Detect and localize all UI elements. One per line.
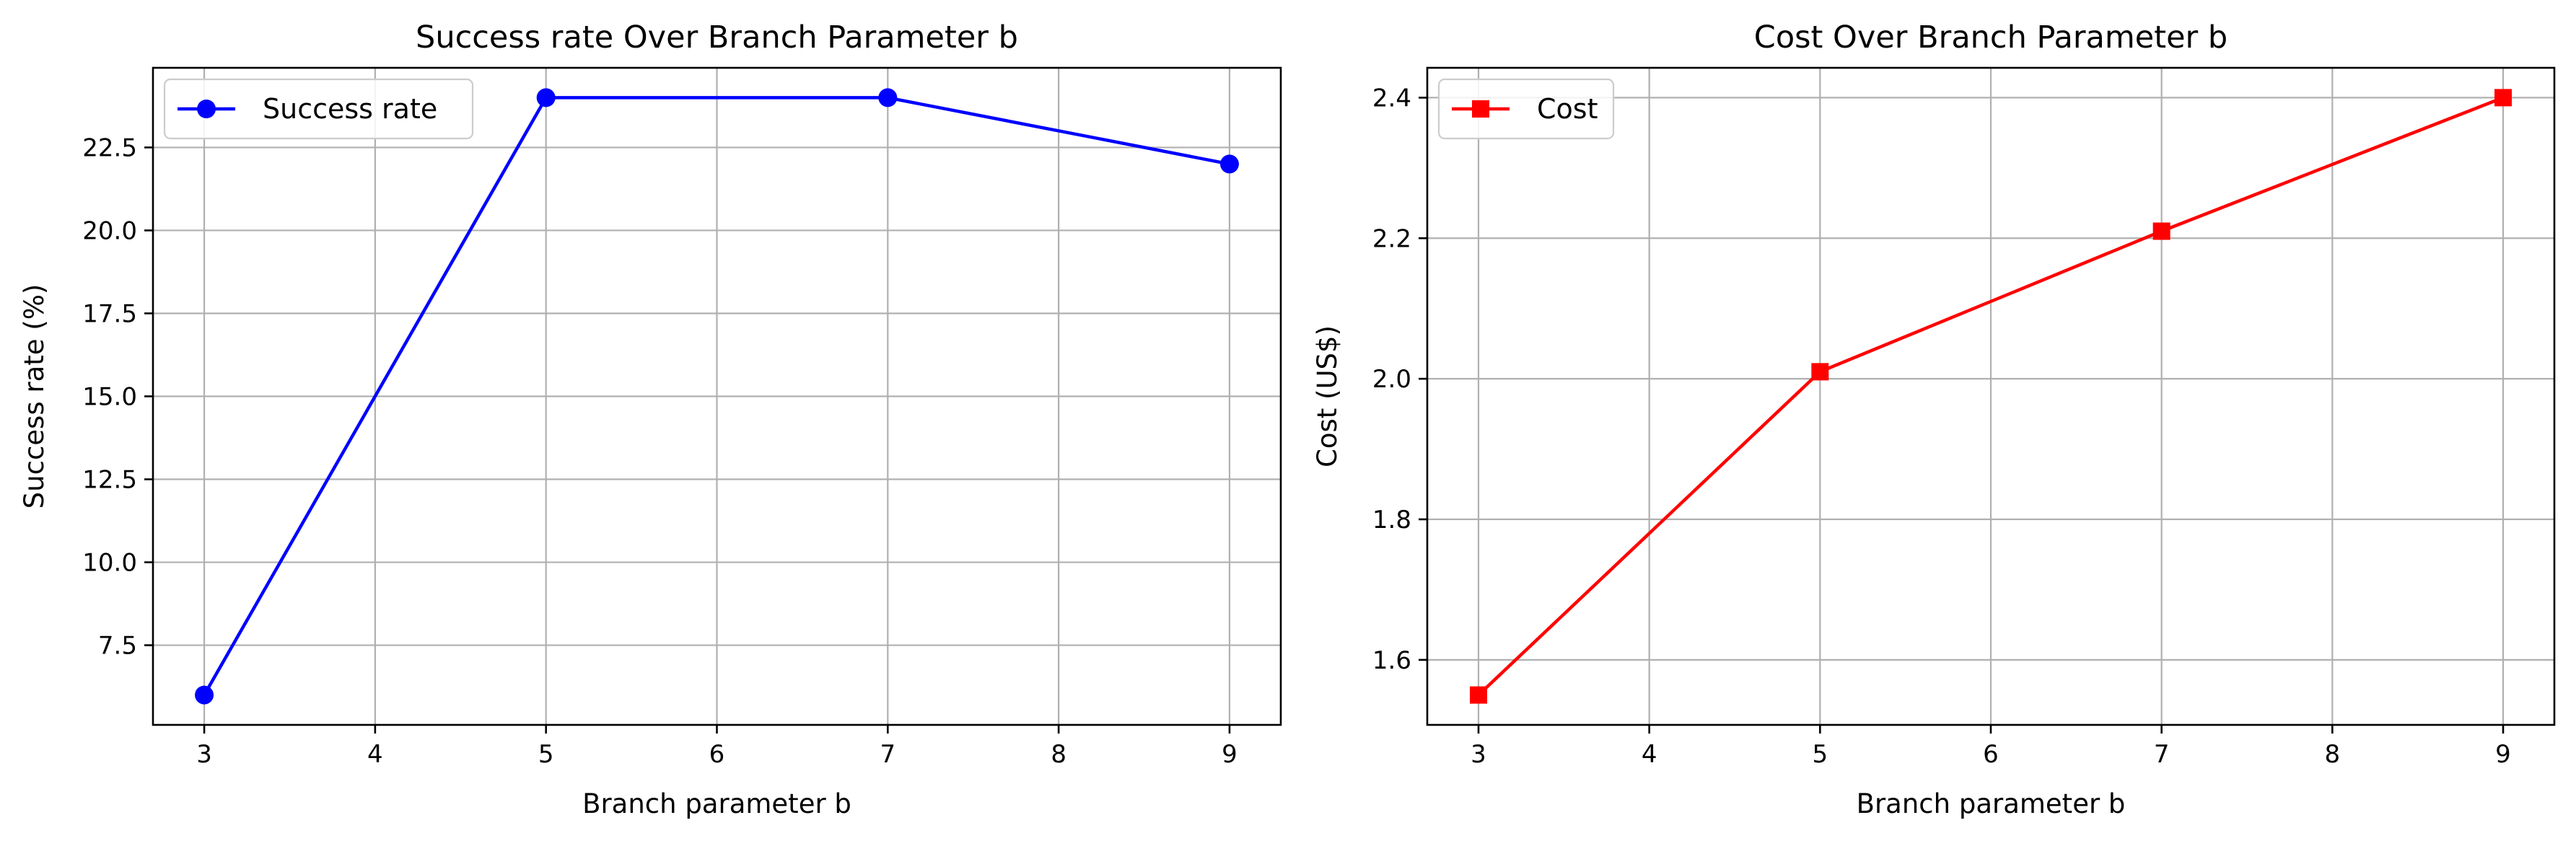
y-tick-label: 15.0 [82,383,137,412]
x-axis-label: Branch parameter b [582,788,851,819]
data-point-square [1811,363,1829,381]
y-tick-label: 7.5 [98,632,137,661]
x-tick-label: 8 [1051,740,1066,769]
x-tick-label: 3 [196,740,212,769]
x-tick-label: 6 [709,740,725,769]
x-tick-label: 9 [2495,740,2511,769]
legend-box [163,78,474,140]
y-axis-label: Cost (US$) [1312,325,1343,467]
chart-title: Cost Over Branch Parameter b [1754,19,2227,56]
chart-success-rate: Success rate Over Branch Parameter b 3 4 5… [19,19,1282,819]
grid-lines [1427,68,2554,725]
data-point-circle [1219,154,1239,174]
data-point-square [2494,89,2512,107]
y-axis-label: Success rate (%) [19,284,50,509]
data-point-square [2152,222,2170,240]
x-tick-label: 4 [367,740,383,769]
x-tick-label: 5 [1813,740,1828,769]
series-layer [195,88,1239,705]
legend: Cost [1437,78,1615,140]
legend-marker-circle [197,100,216,118]
grid-lines [153,68,1281,725]
x-tick-label: 7 [880,740,895,769]
x-tick-label: 6 [1983,740,1999,769]
y-tick-label: 10.0 [82,549,137,578]
chart-cost: Cost Over Branch Parameter b 3 4 5 6 7 8 9 1.6 1… [1312,19,2556,819]
x-tick-label: 4 [1642,740,1657,769]
y-tick-label: 2.2 [1372,224,1411,253]
y-tick-label: 2.4 [1372,84,1411,113]
x-tick-label: 9 [1222,740,1237,769]
y-tick-label: 12.5 [82,466,137,495]
legend-box [1437,78,1615,140]
axis-ticks: 3 4 5 6 7 8 9 1.6 1.8 2.0 2.2 2.4 [1372,84,2511,769]
data-point-square [1470,686,1487,704]
y-tick-label: 1.6 [1372,646,1411,675]
series-line [1477,96,2504,697]
chart-title: Success rate Over Branch Parameter b [416,19,1018,56]
data-point-circle [536,88,556,107]
x-axis-label: Branch parameter b [1857,788,2126,819]
x-tick-label: 7 [2154,740,2170,769]
y-tick-label: 20.0 [82,216,137,245]
y-tick-label: 17.5 [82,299,137,328]
y-tick-label: 1.8 [1372,506,1411,534]
x-tick-label: 8 [2325,740,2341,769]
x-tick-label: 3 [1471,740,1486,769]
axis-ticks: 3 4 5 6 7 8 9 7.5 10.0 12.5 15.0 17.5 20.0 22.5 [82,133,1237,769]
data-point-circle [878,88,898,107]
series-line [203,96,1230,696]
legend: Success rate [163,78,474,140]
series-layer [1470,89,2512,704]
legend-label: Cost [1537,93,1598,125]
x-tick-label: 5 [538,740,554,769]
plot-frame [152,66,1282,726]
y-tick-label: 22.5 [82,133,137,162]
plot-frame [1426,66,2556,726]
data-point-circle [195,685,214,705]
legend-marker-square [1472,100,1489,118]
legend-label: Success rate [263,93,437,125]
y-tick-label: 2.0 [1372,365,1411,394]
